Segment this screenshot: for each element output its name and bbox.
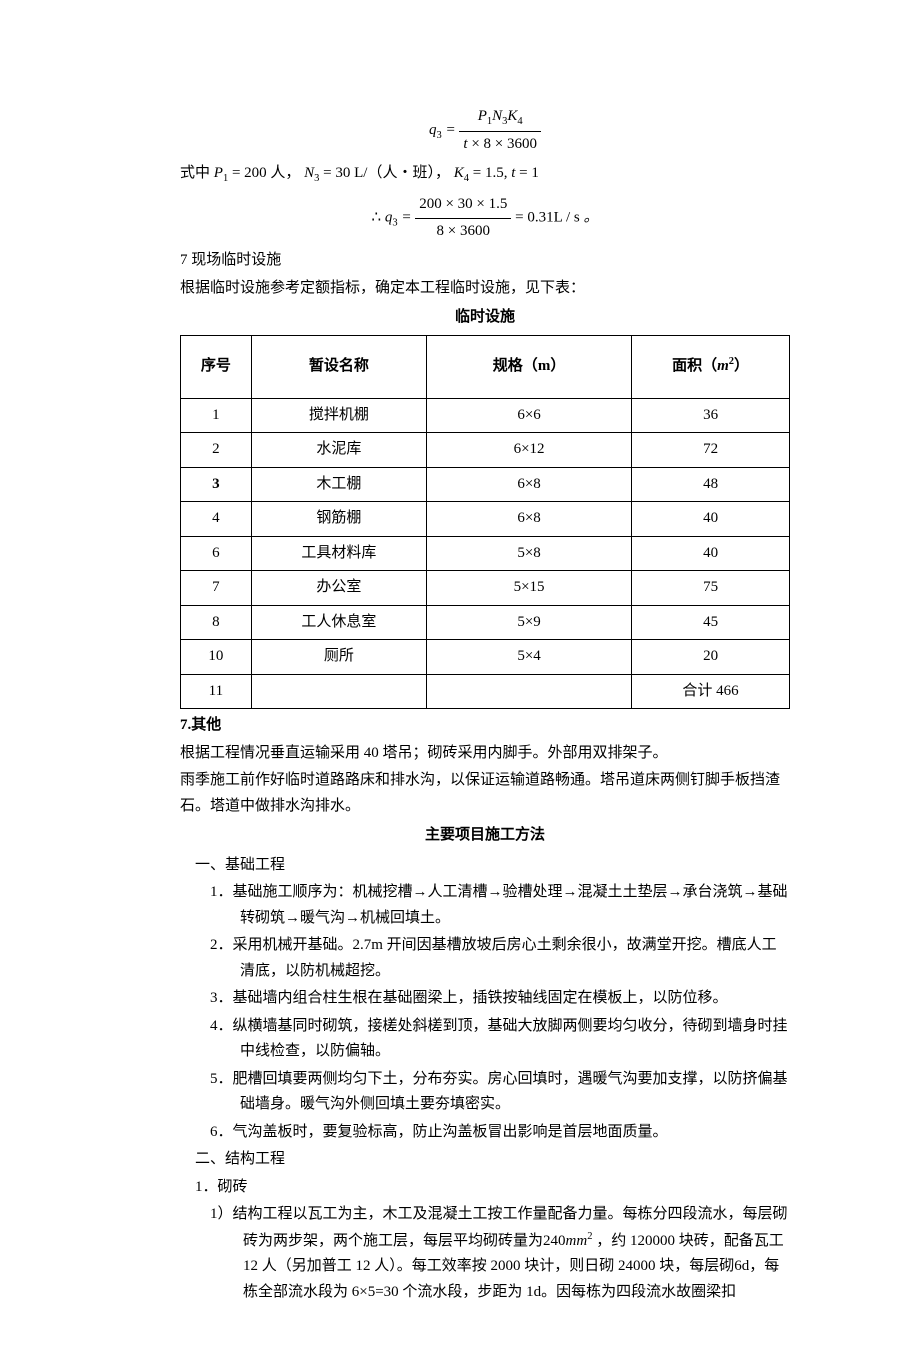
th-name: 暂设名称 (251, 335, 426, 398)
formula-q3-def: q3 = P1N3K4 t × 8 × 3600 (180, 104, 790, 157)
m2-item1: 1）结构工程以瓦工为主，木工及混凝土工按工作量配备力量。每栋分四段流水，每层砌砖… (210, 1202, 790, 1305)
m2-title: 二、结构工程 (195, 1147, 790, 1173)
sec7-title: 7 现场临时设施 (180, 248, 790, 274)
table-row: 4钢筋棚6×840 (181, 502, 790, 537)
table-row: 1搅拌机棚6×636 (181, 398, 790, 433)
list-item: 4．纵横墙基同时砌筑，接槎处斜槎到顶，基础大放脚两侧要均匀收分，待砌到墙身时挂中… (210, 1014, 790, 1065)
m2-sub1: 1．砌砖 (195, 1175, 790, 1201)
table-row: 10厕所5×420 (181, 640, 790, 675)
params-line: 式中 P1 = 200 人， N3 = 30 L/（人・班）， K4 = 1.5… (180, 161, 790, 188)
th-spec: 规格（m） (427, 335, 632, 398)
table-row: 3木工棚6×848 (181, 467, 790, 502)
list-item: 3．基础墙内组合柱生根在基础圈梁上，插铁按轴线固定在模板上，以防位移。 (210, 986, 790, 1012)
list-item: 5．肥槽回填要两侧均匀下土，分布夯实。房心回填时，遇暖气沟要加支撑，以防挤偏基础… (210, 1067, 790, 1118)
table-row: 8工人休息室5×945 (181, 605, 790, 640)
list-item: 2．采用机械开基础。2.7m 开间因基槽放坡后房心土剩余很小，故满堂开挖。槽底人… (210, 933, 790, 984)
th-area: 面积（m2） (632, 335, 790, 398)
table-title: 临时设施 (180, 305, 790, 331)
list-item: 6．气沟盖板时，要复验标高，防止沟盖板冒出影响是首层地面质量。 (210, 1120, 790, 1146)
th-seq: 序号 (181, 335, 252, 398)
table-row: 6工具材料库5×840 (181, 536, 790, 571)
other-p1: 根据工程情况垂直运输采用 40 塔吊；砌砖采用内脚手。外部用双排架子。 (180, 741, 790, 767)
other-p2: 雨季施工前作好临时道路路床和排水沟，以保证运输道路畅通。塔吊道床两侧钉脚手板挡渣… (180, 768, 790, 819)
methods-title: 主要项目施工方法 (180, 823, 790, 849)
sec-other-title: 7.其他 (180, 713, 790, 739)
m1-title: 一、基础工程 (195, 853, 790, 879)
facility-table: 序号 暂设名称 规格（m） 面积（m2） 1搅拌机棚6×6362水泥库6×127… (180, 335, 790, 710)
table-row: 2水泥库6×1272 (181, 433, 790, 468)
formula-q3-calc: ∴ q3 = 200 × 30 × 1.5 8 × 3600 = 0.31L /… (180, 192, 790, 244)
sec7-line: 根据临时设施参考定额指标，确定本工程临时设施，见下表： (180, 276, 790, 302)
table-row: 11合计 466 (181, 674, 790, 709)
list-item: 1．基础施工顺序为：机械挖槽→人工清槽→验槽处理→混凝土土垫层→承台浇筑→基础转… (210, 880, 790, 931)
table-row: 7办公室5×1575 (181, 571, 790, 606)
